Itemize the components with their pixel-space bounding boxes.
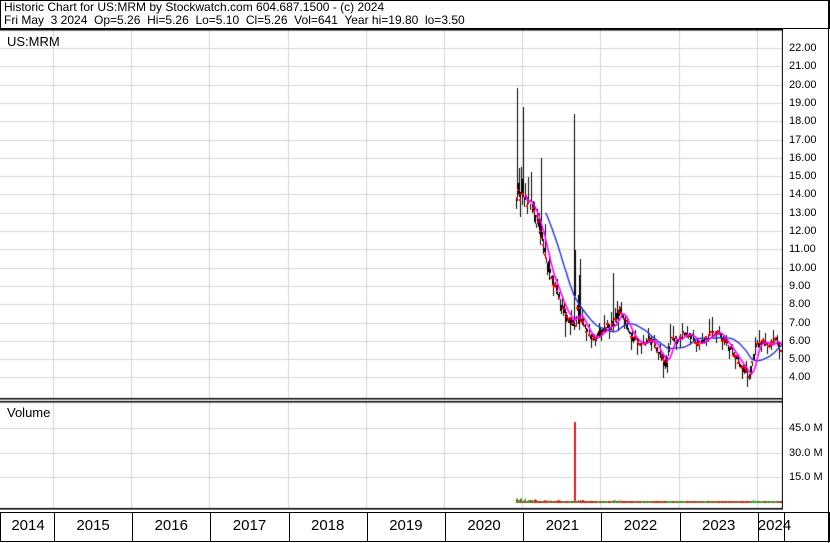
- price-tick-label: 14.00: [789, 188, 817, 201]
- year-label: 2014: [11, 517, 45, 534]
- year-axis-band: 2014 2015 2016 2017 2018 2019 2020 2021 2022 2023…: [0, 512, 830, 542]
- price-tick-label: 21.00: [789, 60, 817, 73]
- quote-summary-line: Fri May 3 2024 Op=5.26 Hi=5.26 Lo=5.10 C…: [4, 13, 465, 27]
- volume-tick-label: 15.0 M: [789, 471, 823, 484]
- price-tick-label: 15.00: [789, 170, 817, 183]
- year-label: 2019: [389, 517, 423, 534]
- price-tick-label: 18.00: [789, 115, 817, 128]
- year-separator: [680, 513, 681, 541]
- year-separator: [784, 513, 785, 541]
- stock-chart-canvas: [0, 29, 783, 510]
- price-tick-label: 6.00: [789, 334, 811, 347]
- header-bar: Historic Chart for US:MRM by Stockwatch.…: [0, 0, 830, 29]
- year-label: 2016: [154, 517, 188, 534]
- price-tick-label: 20.00: [789, 78, 817, 91]
- volume-tick-label: 30.0 M: [789, 446, 823, 459]
- price-tick-label: 4.00: [789, 371, 811, 384]
- price-tick-label: 8.00: [789, 298, 811, 311]
- year-separator: [132, 513, 133, 541]
- year-separator: [367, 513, 368, 541]
- chart-title-line: Historic Chart for US:MRM by Stockwatch.…: [4, 0, 385, 14]
- window-right-border: [828, 0, 829, 543]
- year-label: 2020: [467, 517, 501, 534]
- year-label: 2015: [76, 517, 110, 534]
- year-separator: [445, 513, 446, 541]
- price-tick-label: 19.00: [789, 96, 817, 109]
- year-label: 2017: [232, 517, 267, 534]
- year-separator: [54, 513, 55, 541]
- year-separator: [523, 513, 524, 541]
- year-separator: [210, 513, 211, 541]
- price-tick-label: 9.00: [789, 279, 811, 292]
- volume-tick-label: 45.0 M: [789, 422, 823, 435]
- price-tick-label: 22.00: [789, 42, 817, 54]
- price-tick-label: 12.00: [789, 225, 817, 237]
- symbol-label: US:MRM: [7, 34, 60, 49]
- price-tick-label: 5.00: [789, 353, 811, 366]
- year-separator: [601, 513, 602, 541]
- volume-pane-label: Volume: [7, 405, 51, 420]
- year-label: 2024: [757, 517, 792, 534]
- year-label: 2018: [311, 517, 345, 534]
- price-tick-label: 17.00: [789, 133, 817, 146]
- year-label: 2022: [623, 517, 658, 534]
- year-label: 2023: [702, 517, 736, 534]
- price-tick-label: 7.00: [789, 316, 811, 329]
- year-label: 2021: [545, 517, 579, 534]
- year-separator: [758, 513, 759, 541]
- price-tick-label: 13.00: [789, 206, 817, 219]
- price-tick-label: 11.00: [789, 243, 816, 256]
- year-separator: [289, 513, 290, 541]
- price-tick-label: 10.00: [789, 261, 817, 274]
- price-tick-label: 16.00: [789, 151, 817, 164]
